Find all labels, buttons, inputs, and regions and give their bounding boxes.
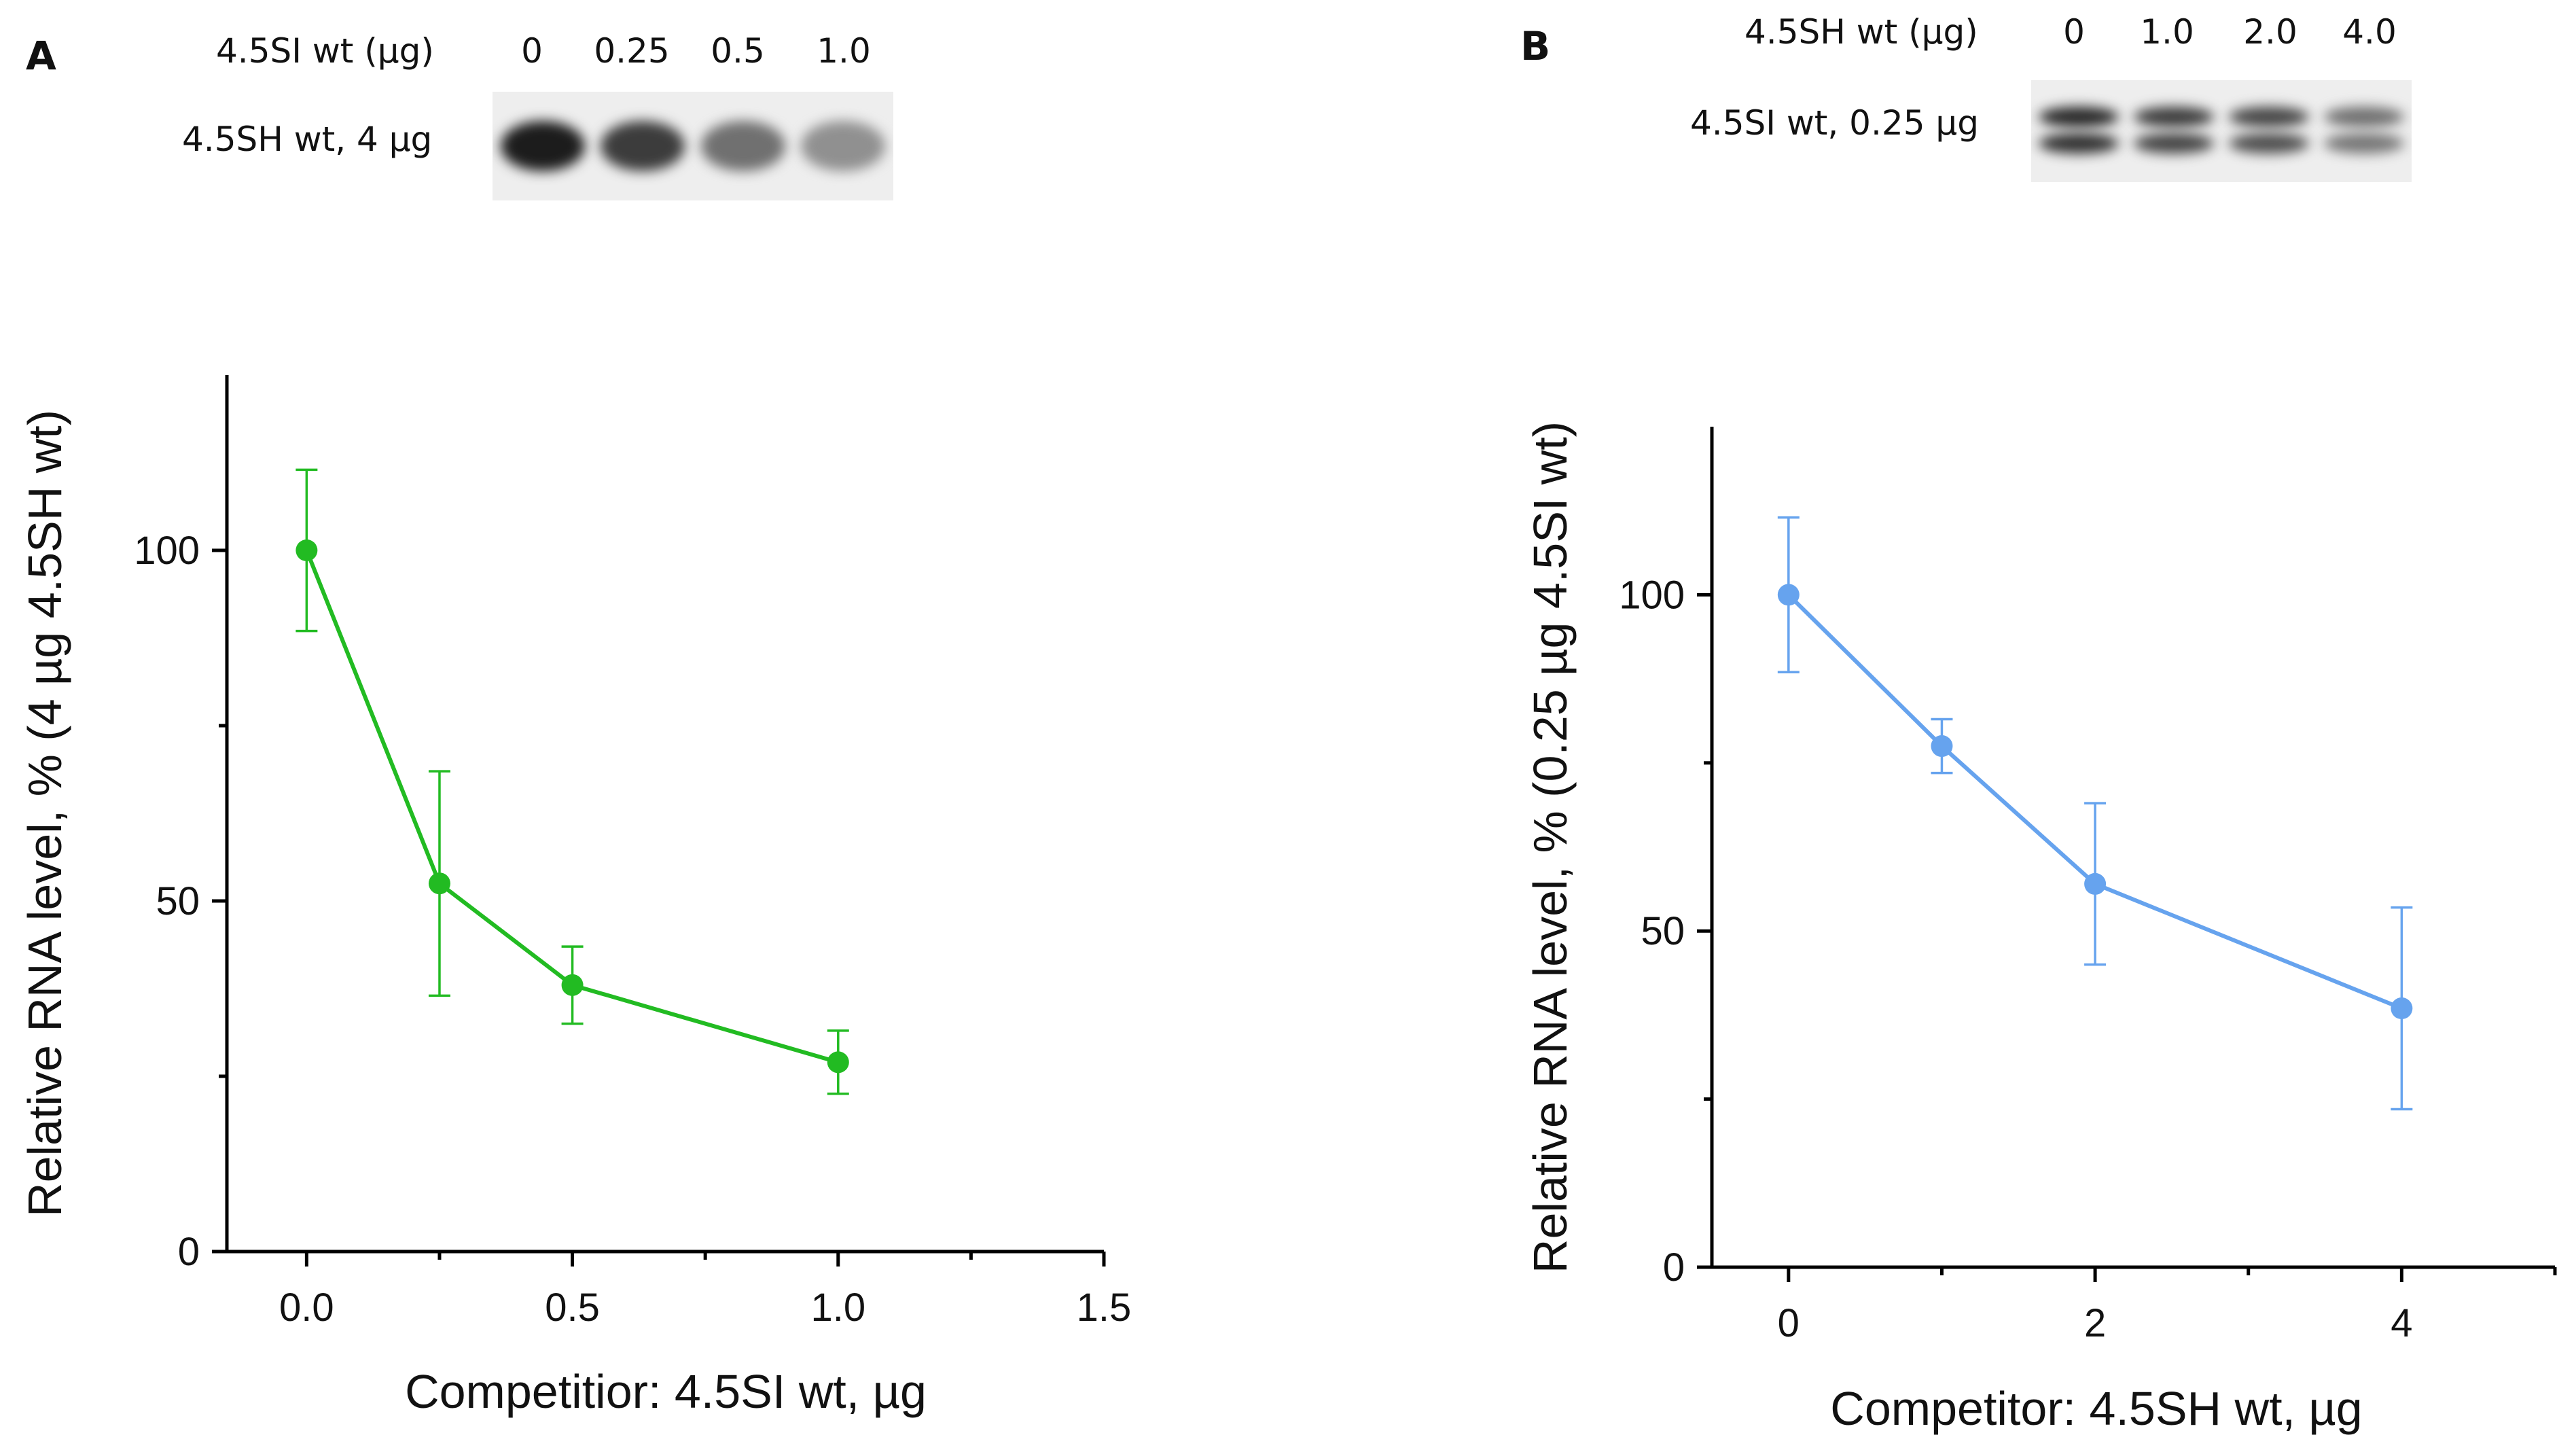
panel-b-y-axis-label: Relative RNA level, % (0.25 µg 4.5SI wt) — [1524, 421, 1577, 1273]
panel-a-chart: 0.0 0.5 1.0 1.5 0 50 100 Competitior: 4.5SI wt,… — [18, 375, 1132, 1418]
panel-b-gel-band — [2229, 133, 2309, 154]
panel-a-x-tick-label: 1.0 — [810, 1286, 865, 1330]
panel-b-y-tick-label: 50 — [1641, 909, 1685, 953]
panel-b-gel-band — [2324, 107, 2404, 127]
panel-b-data-point — [1931, 735, 1953, 758]
panel-b-data-point — [1777, 584, 1800, 606]
panel-a-data-point — [827, 1051, 849, 1074]
panel-a-label: A — [26, 33, 56, 79]
panel-a-x-tick-label: 0.5 — [545, 1286, 600, 1330]
panel-a-gel-band — [700, 121, 785, 171]
panel-b-y-tick-label: 100 — [1619, 573, 1685, 617]
panel-a-lane-label: 0.25 — [594, 31, 670, 71]
panel-b-chart: 0 2 4 0 50 100 Competitor: 4.5SH wt, µg Relativ… — [1524, 421, 2557, 1435]
panel-b-x-tick-label: 2 — [2084, 1301, 2106, 1345]
panel-a-gel-band — [801, 121, 886, 171]
panel-a-data-point — [561, 974, 584, 996]
panel-b-gel-band — [2229, 107, 2309, 127]
panel-a-data-point — [428, 872, 450, 895]
panel-b-lane-label: 0 — [2063, 12, 2085, 52]
panel-a-competitor-label: 4.5SI wt (µg) — [216, 31, 434, 71]
panel-a-x-tick-label: 0.0 — [279, 1286, 334, 1330]
panel-a-gel-image — [493, 92, 893, 200]
panel-a-lane-label: 0.5 — [711, 31, 765, 71]
panel-b-lane-label: 2.0 — [2243, 12, 2297, 52]
panel-b-probe-label: 4.5SI wt, 0.25 µg — [1690, 103, 1979, 143]
panel-b-x-axis-label: Competitor: 4.5SH wt, µg — [1830, 1382, 2362, 1435]
panel-b-lane-label: 1.0 — [2140, 12, 2194, 52]
panel-a-y-tick-label: 100 — [134, 529, 200, 573]
panel-b-series-line — [1787, 593, 2403, 1010]
panel-b-gel-band — [2134, 107, 2214, 127]
panel-b-lane-label: 4.0 — [2342, 12, 2397, 52]
panel-b-gel-image — [2031, 80, 2412, 182]
panel-a-gel-band — [500, 121, 585, 171]
panel-a-lane-label: 1.0 — [817, 31, 871, 71]
panel-a-y-tick-label: 50 — [156, 879, 200, 923]
panel-a-lane-label: 0 — [521, 31, 543, 71]
panel-b-gel-band — [2039, 107, 2119, 127]
panel-a-x-axis-label: Competitior: 4.5SI wt, µg — [405, 1365, 927, 1418]
panel-b-x-tick-label: 0 — [1778, 1301, 1800, 1345]
panel-b-gel-band — [2039, 133, 2119, 154]
panel-b-gel-band — [2134, 133, 2214, 154]
panel-a-y-axis-label: Relative RNA level, % (4 µg 4.5SH wt) — [18, 410, 71, 1217]
panel-b-y-tick-label: 0 — [1663, 1245, 1685, 1290]
panel-b-gel-band — [2324, 133, 2404, 154]
panel-a-y-tick-label: 0 — [178, 1230, 200, 1274]
panel-a-probe-label: 4.5SH wt, 4 µg — [182, 120, 433, 159]
panel-b-x-tick-label: 4 — [2391, 1301, 2412, 1345]
panel-b-data-point — [2391, 997, 2413, 1020]
panel-b-competitor-label: 4.5SH wt (µg) — [1745, 12, 1978, 52]
panel-a-x-tick-label: 1.5 — [1077, 1286, 1132, 1330]
panel-b-label: B — [1520, 23, 1551, 69]
panel-a-gel-band — [601, 121, 685, 171]
panel-b-data-point — [2084, 872, 2107, 895]
panel-a-data-point — [296, 539, 318, 561]
panel-a-series-line — [304, 549, 839, 1065]
